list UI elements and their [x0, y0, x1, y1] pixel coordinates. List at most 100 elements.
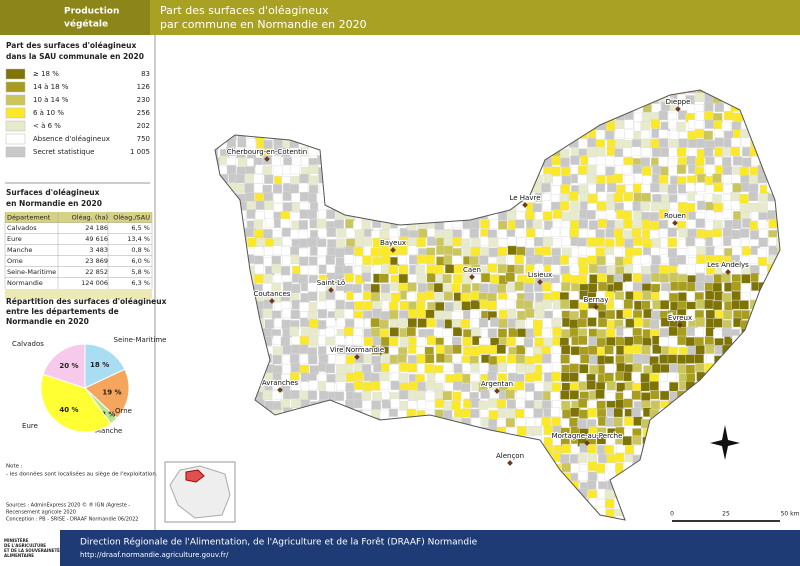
table-cell: 13,4 %	[127, 235, 150, 243]
commune	[586, 210, 596, 220]
commune	[523, 300, 534, 310]
commune	[253, 274, 264, 284]
commune	[290, 176, 300, 186]
commune	[308, 256, 319, 266]
commune	[488, 247, 499, 258]
commune	[552, 326, 562, 336]
legend-label: 10 à 14 %	[33, 96, 69, 104]
commune	[380, 371, 390, 381]
commune	[650, 283, 661, 294]
commune	[496, 344, 506, 354]
table-cell: Normandie	[7, 279, 43, 287]
commune	[443, 254, 454, 265]
logo-text: ALIMENTAIRE	[4, 553, 34, 558]
commune	[325, 317, 336, 327]
commune	[299, 354, 310, 364]
commune	[453, 300, 463, 311]
city-marker	[269, 298, 275, 304]
commune	[416, 353, 426, 364]
commune	[578, 229, 589, 240]
commune	[722, 165, 733, 176]
commune	[550, 291, 561, 301]
legend-swatch	[5, 146, 26, 158]
commune	[606, 182, 617, 193]
commune	[452, 353, 462, 363]
commune	[571, 283, 581, 293]
table-cell: 22 852	[85, 268, 108, 276]
pie-value-label: 19 %	[102, 388, 121, 396]
commune	[668, 337, 679, 347]
commune	[605, 309, 616, 320]
legend-label: 6 à 10 %	[33, 109, 64, 117]
legend-label: Secret statistique	[33, 148, 95, 156]
commune	[732, 182, 742, 193]
note: Note :	[6, 464, 23, 470]
commune	[722, 157, 732, 167]
commune	[416, 274, 427, 284]
commune	[361, 390, 371, 401]
commune	[255, 211, 265, 221]
logo-text: DE L'AGRICULTURE	[4, 543, 46, 548]
commune	[442, 390, 453, 401]
commune	[532, 371, 543, 382]
commune	[587, 317, 597, 327]
commune	[731, 121, 742, 131]
commune	[739, 228, 750, 238]
pie-title: Normandie en 2020	[6, 317, 89, 326]
commune	[687, 147, 698, 157]
commune	[291, 398, 301, 408]
commune	[703, 147, 714, 157]
commune	[451, 400, 461, 410]
commune	[696, 138, 706, 148]
commune	[541, 246, 552, 256]
table-cell: Calvados	[7, 224, 37, 232]
commune	[444, 344, 454, 355]
commune	[318, 354, 329, 364]
commune	[335, 238, 346, 248]
commune	[489, 218, 499, 229]
commune	[443, 401, 453, 411]
commune	[507, 245, 517, 256]
commune	[640, 157, 651, 167]
commune	[244, 183, 255, 193]
commune	[345, 382, 355, 393]
commune	[622, 273, 633, 283]
commune	[668, 326, 678, 337]
commune	[264, 246, 274, 256]
commune	[667, 184, 678, 194]
commune	[704, 336, 715, 346]
commune	[543, 381, 554, 391]
table-header: Département	[7, 214, 51, 222]
commune	[290, 254, 300, 264]
commune	[606, 462, 617, 473]
commune	[299, 302, 309, 312]
commune	[434, 265, 444, 275]
legend-label: ≥ 18 %	[33, 70, 59, 78]
commune	[550, 227, 561, 237]
commune	[750, 230, 760, 240]
commune	[633, 236, 643, 246]
commune	[694, 92, 705, 102]
commune	[280, 266, 291, 276]
commune	[433, 292, 444, 303]
commune	[497, 408, 508, 418]
commune	[570, 463, 580, 473]
commune	[451, 319, 462, 329]
commune	[361, 400, 372, 410]
commune	[748, 191, 759, 202]
commune	[353, 292, 363, 303]
commune	[281, 246, 291, 256]
city-marker	[522, 202, 528, 208]
city-marker	[593, 304, 599, 310]
commune	[677, 354, 687, 364]
commune	[560, 354, 570, 364]
commune	[416, 300, 426, 310]
commune	[695, 111, 706, 121]
commune	[721, 273, 731, 283]
sources: Conception : PB - SRISE - DRAAF Normandi…	[6, 517, 138, 523]
city-label: Avranches	[262, 379, 299, 387]
commune	[631, 146, 641, 157]
commune	[300, 381, 311, 391]
commune	[407, 363, 417, 373]
commune	[490, 274, 500, 284]
